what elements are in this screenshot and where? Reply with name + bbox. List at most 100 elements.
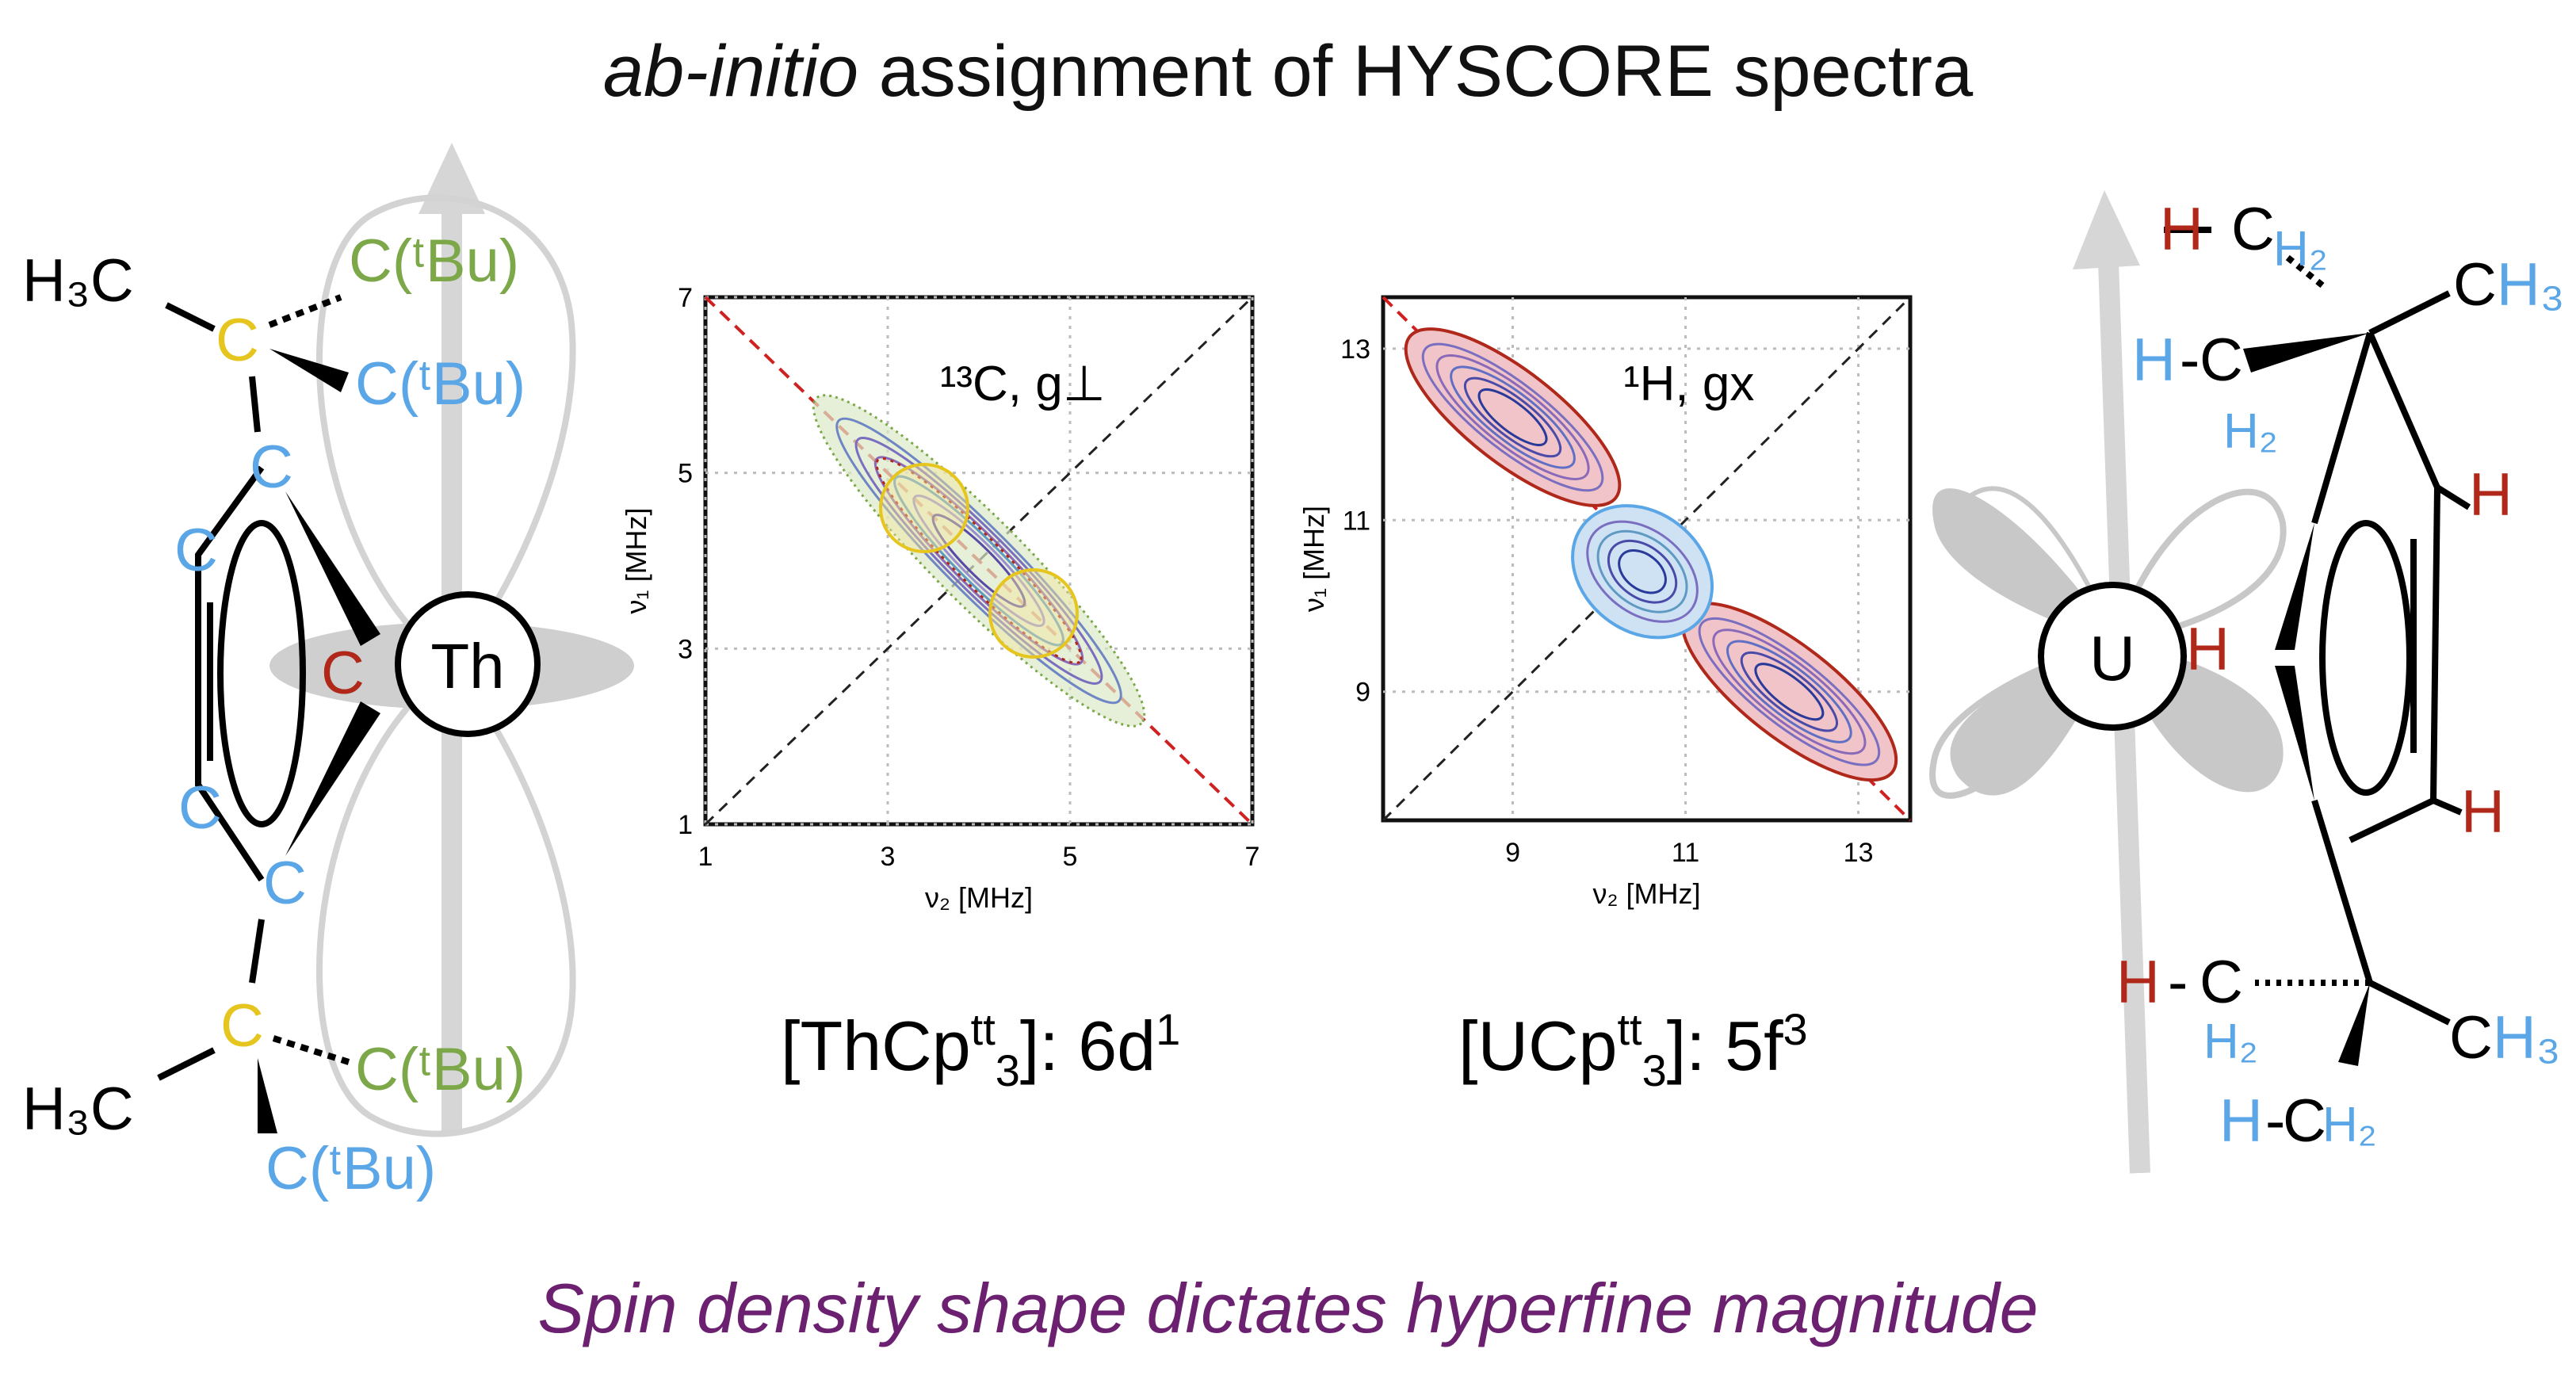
- y-axis-label: ν₁ [MHz]: [1298, 506, 1330, 612]
- contour-line: [1740, 651, 1839, 732]
- wedge-bond: [258, 1058, 277, 1133]
- x-tick-label: 3: [881, 842, 896, 872]
- ch2-lowest-c: C: [2283, 1087, 2326, 1155]
- contour-line: [1463, 376, 1562, 458]
- ring-c2: C: [174, 517, 218, 584]
- metal-circle: [2038, 582, 2187, 731]
- dash-lower: -: [2168, 949, 2188, 1016]
- quaternary-c-top: C: [216, 307, 259, 374]
- u-config-label: [UCptt3]: 5f3: [1458, 1004, 1808, 1095]
- ctbu-blue-bottom: C(ᵗBu): [266, 1135, 436, 1202]
- th-config-label: [ThCptt3]: 6d1: [781, 1004, 1180, 1095]
- contour-line: [1596, 529, 1688, 613]
- region-circle: [879, 463, 969, 553]
- ch2-lower-h2: H₂: [2203, 1014, 2258, 1069]
- contour-line: [1712, 629, 1867, 755]
- h-red-lower: H: [2116, 949, 2160, 1016]
- y-tick-label: 11: [1343, 506, 1370, 536]
- ring-h-bottom: H: [2461, 778, 2505, 846]
- ch2-lowest-h2: H₂: [2322, 1098, 2377, 1152]
- hashed-bond: [272, 1035, 350, 1065]
- y-tick-label: 5: [678, 459, 693, 489]
- contour-line: [912, 494, 1045, 628]
- f-lobe-outline: [1947, 486, 2121, 647]
- h-blue-lower: H: [2219, 1087, 2263, 1155]
- title-rest: assignment of HYSCORE spectra: [858, 31, 1974, 112]
- contour-line: [1618, 549, 1667, 594]
- hashed-bond: [268, 294, 342, 328]
- hyscore-chart-13c: 1 3 5 7 1 3 5 7 ¹³C, g⊥ ν₂ [MHz] ν₁ [MHz]: [620, 283, 1259, 914]
- y-tick-label: 13: [1340, 334, 1370, 365]
- bond: [165, 302, 216, 332]
- bottom-caption: Spin density shape dictates hyperfine ma…: [537, 1269, 2039, 1347]
- y-tick-label: 1: [678, 810, 693, 840]
- ring-c4: C: [263, 850, 307, 917]
- x-axis-label: ν₂ [MHz]: [1593, 877, 1701, 910]
- ch2-top-h2: H₂: [2273, 222, 2328, 277]
- title-italic: ab-initio: [602, 31, 859, 112]
- cp-ring-left: [195, 465, 265, 882]
- th-complex: Th H₃C C C(ᵗBu) C(ᵗBu) C C C C C C C(ᵗBu…: [22, 143, 634, 1202]
- contour-red: [875, 457, 1083, 665]
- x-axis-label: ν₂ [MHz]: [925, 881, 1033, 914]
- ch2-upper-h2: H₂: [2223, 404, 2278, 459]
- contour-line: [835, 417, 1122, 705]
- wedge-bond: [269, 349, 349, 392]
- chart-title: ¹³C, g⊥: [940, 357, 1106, 411]
- metal-label-u: U: [2089, 623, 2135, 694]
- bond: [249, 376, 261, 433]
- contour-blue: [1571, 504, 1714, 640]
- contour-red-upper: [1404, 327, 1622, 507]
- x-tick-label: 11: [1672, 838, 1699, 868]
- main-diagonal: [704, 296, 1254, 826]
- ring-c-red: C: [321, 640, 365, 707]
- bond: [157, 1047, 216, 1081]
- dash-upper: -: [2180, 327, 2200, 394]
- contour-line: [1726, 640, 1852, 743]
- orbital-lobe-bottom: [315, 661, 576, 1137]
- contour-line: [1698, 617, 1881, 766]
- figure-title: ab-initio assignment of HYSCORE spectra: [0, 30, 2576, 113]
- wedge-bond-top: [285, 491, 380, 646]
- wedge-bond-top: [2275, 523, 2314, 650]
- bond: [2368, 980, 2451, 1026]
- bond: [2432, 797, 2463, 816]
- contour-line: [1421, 342, 1604, 492]
- orbital-lobe-top: [315, 194, 576, 671]
- cp-ring-inner: [217, 520, 306, 827]
- u-complex: U H C H₂ CH₃ H - C H₂ H H H H - C: [1929, 190, 2565, 1174]
- metal-circle: [395, 591, 541, 737]
- quaternary-c-bottom: C: [220, 992, 264, 1060]
- wedge-bond-bottom: [285, 701, 380, 856]
- contour-line: [1754, 663, 1825, 721]
- contour-line: [1435, 353, 1590, 480]
- ctbu-green-top: C(ᵗBu): [349, 227, 519, 295]
- bond: [2368, 290, 2451, 336]
- contour-line: [1450, 365, 1576, 469]
- h3c-top-label: H₃C: [22, 247, 134, 315]
- ch2-lower-c: C: [2200, 949, 2243, 1016]
- arrow-head-icon: [2073, 190, 2140, 269]
- h-red-top: H: [2160, 196, 2203, 263]
- ch2-upper-c: C: [2200, 327, 2243, 394]
- contour-line: [1586, 520, 1699, 623]
- contour-line: [1607, 539, 1678, 604]
- h-blue-upper: H: [2132, 327, 2176, 394]
- contour-line: [873, 456, 1084, 666]
- ch3-top: CH₃: [2453, 251, 2565, 319]
- contour-line: [1477, 388, 1548, 446]
- ring-c3: C: [178, 774, 222, 842]
- y-tick-label: 7: [678, 283, 693, 313]
- x-tick-label: 13: [1844, 838, 1874, 868]
- ring-c1: C: [250, 434, 293, 501]
- x-tick-label: 9: [1505, 838, 1520, 868]
- ctbu-green-bottom: C(ᵗBu): [355, 1036, 526, 1103]
- y-tick-label: 3: [678, 634, 693, 664]
- ring-h-metal: H: [2186, 616, 2230, 683]
- cp-ring-right: [2349, 331, 2441, 843]
- y-tick-label: 9: [1355, 678, 1370, 708]
- bond: [249, 919, 265, 984]
- bond: [2435, 484, 2471, 510]
- h3c-bottom-label: H₃C: [22, 1076, 134, 1143]
